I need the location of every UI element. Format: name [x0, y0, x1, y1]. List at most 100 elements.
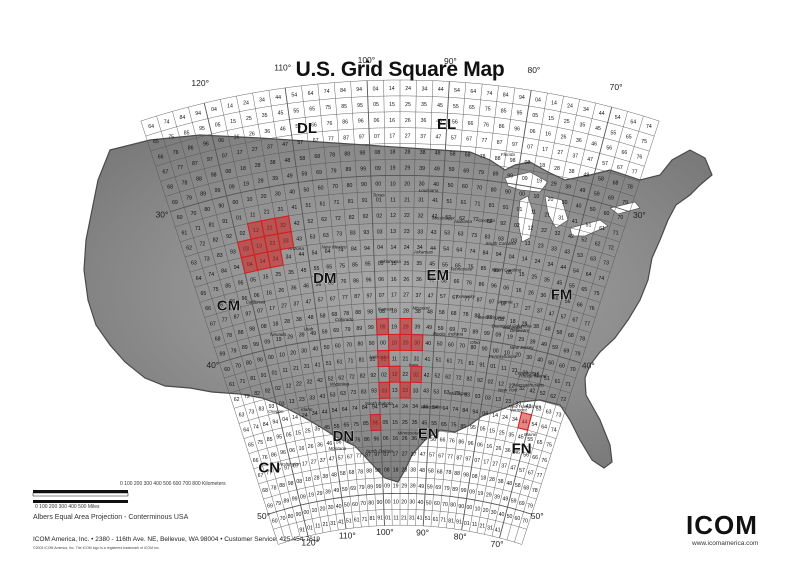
grid-square-number: 07 — [474, 458, 480, 464]
grid-square-number: 01 — [385, 515, 391, 521]
grid-square-number: 99 — [507, 174, 513, 180]
grid-square-number: 60 — [515, 516, 521, 522]
grid-square-number: 14 — [292, 415, 298, 421]
grid-square-number: 79 — [527, 503, 533, 509]
grid-square-number: 28 — [489, 477, 495, 483]
grid-square-number: 13 — [392, 388, 398, 394]
grid-square-number: 98 — [510, 158, 516, 164]
grid-square-number: 43 — [320, 394, 326, 400]
grid-square-number: 55 — [431, 421, 437, 427]
grid-square-number: 37 — [267, 145, 273, 151]
grid-square-number: 46 — [553, 296, 559, 302]
coordinate-labels: 120° 110° 100° 90° 80° 70° 120° 110° 100° 90° 80° 7… — [156, 55, 646, 549]
grid-square-number: 85 — [267, 437, 273, 443]
grid-square-number: 31 — [558, 216, 564, 222]
grid-square-number: 99 — [376, 484, 382, 490]
grid-square-number: 09 — [384, 484, 390, 490]
grid-square-number: 76 — [173, 150, 179, 156]
grid-square-number: 34 — [286, 254, 292, 260]
grid-square-number: 49 — [541, 342, 547, 348]
grid-square-number: 13 — [525, 241, 531, 247]
grid-square-number: 69 — [449, 327, 455, 333]
grid-square-number: 39 — [494, 494, 500, 500]
grid-square-number: 25 — [246, 116, 252, 122]
grid-square-number: 00 — [375, 182, 381, 188]
worked-grid-square — [260, 217, 279, 238]
field-label: DL — [297, 120, 317, 137]
grid-square-number: 04 — [373, 86, 379, 92]
grid-square-number: 34 — [583, 107, 589, 113]
grid-square-number: 28 — [554, 166, 560, 172]
grid-square-number: 00 — [493, 348, 499, 354]
grid-square-number: 20 — [483, 508, 489, 514]
grid-square-number: 90 — [505, 189, 511, 195]
grid-square-number: 96 — [358, 119, 364, 125]
longitude-label: 110° — [339, 530, 356, 540]
grid-square-number: 88 — [355, 310, 361, 316]
grid-square-number: 39 — [565, 185, 571, 191]
grid-square-number: 86 — [364, 437, 370, 443]
grid-square-number: 08 — [384, 468, 390, 474]
grid-square-number: 38 — [410, 468, 416, 474]
grid-square-number: 27 — [403, 293, 409, 299]
grid-square-number: 19 — [308, 493, 314, 499]
grid-square-number: 67 — [528, 470, 534, 476]
grid-square-number: 47 — [428, 293, 434, 299]
grid-square-number: 17 — [302, 462, 308, 468]
grid-square-number: 37 — [420, 134, 426, 140]
grid-square-number: 98 — [288, 481, 294, 487]
grid-square-number: 71 — [195, 226, 201, 232]
state-label: North Dakota — [366, 449, 394, 454]
grid-square-number: 36 — [411, 436, 417, 442]
state-label: California — [246, 299, 266, 304]
grid-square-number: 14 — [389, 86, 395, 92]
grid-square-number: 75 — [594, 291, 600, 297]
grid-square-number: 38 — [420, 150, 426, 156]
grid-square-number: 16 — [545, 132, 551, 138]
grid-square-number: 67 — [313, 138, 319, 144]
grid-square-number: 28 — [522, 321, 528, 327]
longitude-label: 90° — [444, 56, 457, 66]
grid-square-number: 63 — [340, 391, 346, 397]
grid-square-number: 84 — [503, 93, 509, 99]
grid-square-number: 48 — [506, 481, 512, 487]
grid-square-number: 25 — [405, 102, 411, 108]
grid-square-number: 50 — [344, 503, 350, 509]
grid-square-number: 92 — [226, 234, 232, 240]
grid-square-number: 94 — [372, 405, 378, 411]
grid-square-number: 61 — [555, 379, 561, 385]
grid-square-number: 66 — [468, 121, 474, 127]
grid-square-number: 05 — [215, 123, 221, 129]
worked-grid-square — [388, 365, 401, 383]
grid-square-number: 88 — [238, 330, 244, 336]
grid-square-number: 11 — [472, 522, 477, 528]
grid-square-number: 90 — [296, 512, 302, 518]
icom-url[interactable]: www.icomamerica.com — [692, 540, 759, 547]
grid-square-number: 20 — [515, 353, 521, 359]
grid-square-number: 50 — [548, 361, 554, 367]
state-label: Washington — [277, 462, 302, 467]
grid-square-number: 64 — [148, 124, 154, 130]
state-label: Georgia — [478, 218, 495, 223]
grid-square-number: 15 — [389, 102, 395, 108]
grid-square-number: 26 — [249, 132, 255, 138]
grid-square-number: 50 — [507, 514, 513, 520]
grid-square-number: 47 — [436, 135, 442, 141]
grid-square-number: 18 — [539, 163, 545, 169]
grid-square-number: 57 — [451, 136, 457, 142]
grid-square-number: 33 — [413, 388, 419, 394]
grid-square-number: 11 — [390, 197, 395, 203]
grid-square-number: 84 — [483, 250, 489, 256]
field-label: FM — [551, 287, 573, 304]
grid-square-number: 51 — [425, 516, 431, 522]
grid-square-number: 28 — [403, 309, 409, 315]
grid-square-number: 15 — [230, 119, 236, 125]
grid-square-number: 19 — [478, 491, 484, 497]
grid-square-number: 46 — [303, 284, 309, 290]
grid-square-number: 50 — [448, 183, 454, 189]
grid-square-number: 19 — [391, 325, 397, 331]
grid-square-number: 65 — [309, 107, 315, 113]
grid-square-number: 15 — [489, 429, 495, 435]
grid-square-number: 31 — [278, 207, 284, 213]
grid-square-number: 81 — [489, 203, 495, 209]
